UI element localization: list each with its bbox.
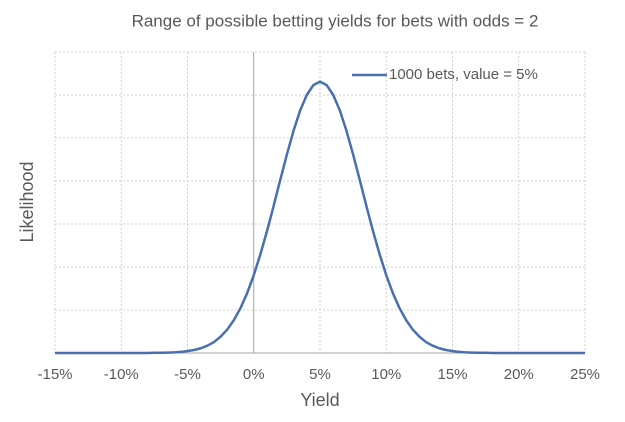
x-tick-label: 5% [309,366,331,383]
y-axis-label: Likelihood [17,161,37,242]
x-tick-label: 20% [504,366,534,383]
x-tick-label: -5% [174,366,201,383]
x-tick-label: 25% [570,366,600,383]
data-line [55,80,585,355]
legend-label: 1000 bets, value = 5% [389,66,538,83]
x-tick-label: 10% [371,366,401,383]
x-tick-label: -15% [37,366,72,383]
x-tick-label: -10% [104,366,139,383]
chart-title: Range of possible betting yields for bet… [132,11,539,30]
x-axis-label: Yield [300,390,339,410]
x-tick-label: 15% [437,366,467,383]
x-tick-label: 0% [243,366,265,383]
